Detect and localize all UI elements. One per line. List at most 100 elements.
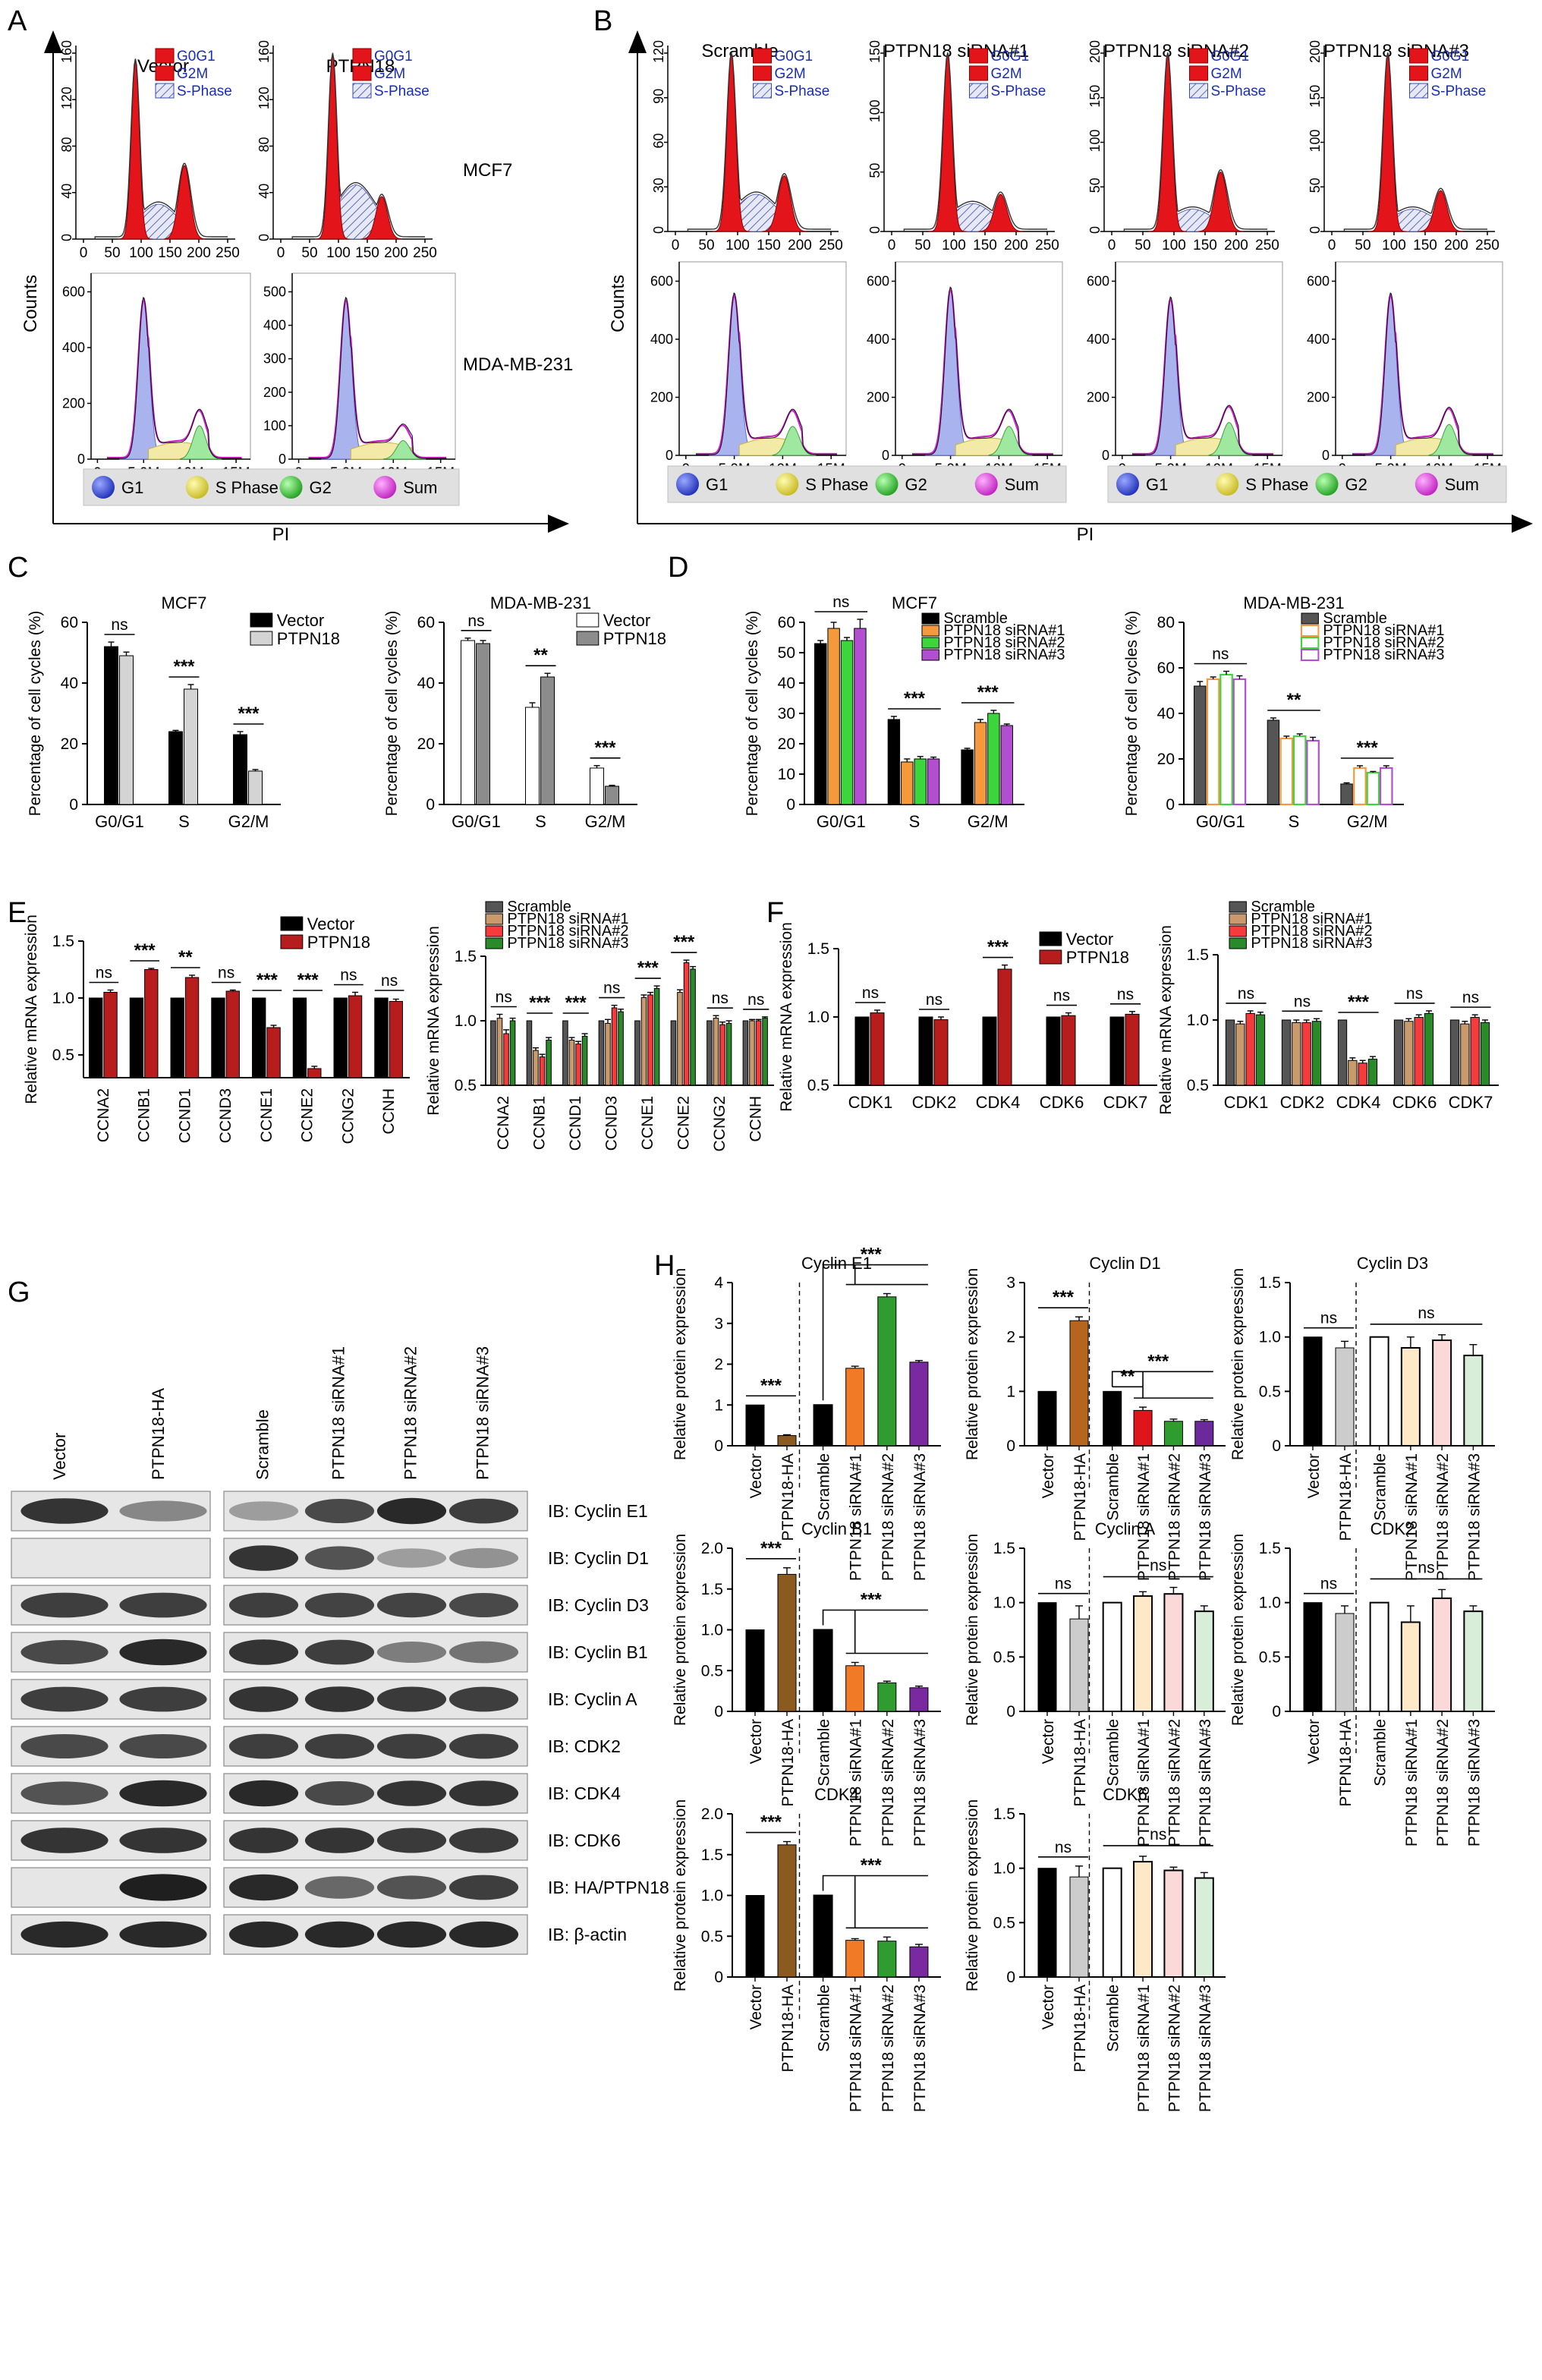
F2-sig-label: ns [1294, 993, 1311, 1010]
a-bot-legend-label: Sum [403, 478, 437, 497]
C2-ytick-label: 20 [417, 735, 435, 753]
F2-bar [1414, 1017, 1424, 1086]
H5-xtick-label: Vector [1040, 1719, 1057, 1765]
D1-legend-swatch [921, 612, 939, 625]
E2-sig-label: *** [637, 958, 659, 978]
D2-legend-swatch [1301, 637, 1320, 649]
H5-xtick-label: PTPN18 siRNA#2 [1166, 1719, 1183, 1846]
H7-bar [777, 1844, 797, 1978]
blot-band [119, 1734, 207, 1758]
D1-legend-swatch [921, 637, 939, 649]
E2-bar [509, 1020, 516, 1086]
b-top-1-data-outline [903, 52, 1047, 231]
D1-legend-label: PTPN18 siRNA#3 [943, 647, 1065, 663]
H6-xtick-label: PTPN18 siRNA#2 [1434, 1719, 1452, 1846]
b-top-0-legend-label: S-Phase [775, 83, 830, 99]
a-bot-ptpn18-ytick-label: 300 [263, 351, 286, 367]
F2-bar [1404, 1021, 1414, 1086]
E2-xtick-label: CCNE1 [639, 1096, 656, 1150]
F1-xtick-label: CDK6 [1040, 1093, 1084, 1112]
blot-band [448, 1733, 519, 1759]
C2-ytick-label: 0 [426, 796, 435, 814]
C1-sig-label: ns [111, 616, 127, 634]
blot-band [304, 1546, 375, 1570]
b-top-3-legend-swatch [1409, 48, 1428, 64]
E2-bar [496, 1018, 503, 1086]
a-bot-ptpn18-ytick-label: 400 [263, 318, 286, 333]
D1-sig-label: *** [904, 688, 926, 709]
a-bot-ptpn18-plot: 010020030040050005.0M10M15M [263, 272, 456, 481]
E2-bar [546, 1040, 552, 1086]
E2-legend-swatch [485, 925, 503, 937]
D2-bar [1340, 783, 1353, 805]
b-bot-2-plot: 020040060005.0M10M15M [1087, 261, 1283, 477]
b-bot-left-legend-label: G2 [905, 475, 927, 494]
a-top-vector-ytick-label: 0 [59, 234, 74, 241]
D1-bar [814, 643, 827, 805]
a-top-ptpn18-data-outline [291, 52, 425, 239]
b-bot-2-ytick-label: 400 [1087, 332, 1109, 347]
E2-sig-label: ns [496, 989, 512, 1006]
E2-sig-label: ns [712, 990, 729, 1007]
chart-H5: 0 0.5 1.0 1.5 Cyclin A Relative protein expre… [964, 1519, 1226, 1846]
H6-ytick-label: 1.0 [1259, 1595, 1281, 1612]
a-bot-vector-sum-line [107, 298, 242, 459]
F2-xtick-label: CDK4 [1336, 1093, 1381, 1112]
C2-bar [590, 767, 604, 805]
b-bot-3-g2-area [1428, 423, 1473, 456]
H4-bar [813, 1629, 833, 1712]
blot-row-label: IB: β-actin [548, 1925, 627, 1944]
H3-ytick-label: 0 [1272, 1437, 1281, 1455]
H6-bar [1432, 1597, 1452, 1713]
b-top-2-ytick-label: 200 [1087, 40, 1103, 63]
D1-legend-label: Scramble [943, 610, 1007, 627]
F1-bar [854, 1016, 870, 1086]
b-top-2-legend-label: G0G1 [1211, 49, 1250, 65]
C1-sig-label: *** [173, 656, 195, 677]
blot-band [119, 1828, 207, 1853]
E1-legend-label: Vector [307, 915, 354, 933]
F1-bar [1109, 1016, 1125, 1086]
H7-xtick-label: PTPN18 siRNA#2 [880, 1985, 897, 2112]
a-top-vector-xtick-label: 100 [129, 245, 153, 261]
blot-band [448, 1593, 519, 1617]
b-bot-3-ytick-label: 400 [1307, 332, 1330, 347]
C1-xtick-label: G2/M [228, 812, 269, 831]
F2-legend-swatch [1229, 925, 1247, 937]
blot-row-label: IB: Cyclin B1 [548, 1642, 648, 1662]
H4-bar [909, 1687, 929, 1712]
H1-ytick-label: 4 [714, 1274, 723, 1292]
b-top-2-ytick-label: 0 [1087, 226, 1103, 234]
F2-ytick-label: 1.0 [1187, 1012, 1209, 1029]
E2-bar [618, 1011, 624, 1086]
H3-title: Cyclin D3 [1357, 1254, 1428, 1273]
H3-bar [1463, 1355, 1484, 1447]
blot-band [119, 1592, 207, 1618]
F2-bar [1449, 1019, 1460, 1086]
panel-label-d: D [668, 552, 688, 584]
b-bot-right-legend-dot [1315, 473, 1339, 496]
E1-xtick-label: CCNH [380, 1088, 398, 1135]
a-top-vector-xtick-label: 150 [158, 245, 182, 261]
F2-bar [1348, 1059, 1358, 1086]
D2-bar [1206, 678, 1220, 806]
E1-xtick-label: CCNB1 [136, 1088, 153, 1142]
D1-bar [901, 761, 914, 805]
H1-ytick-label: 3 [714, 1315, 723, 1333]
H7-ylabel: Relative protein expression [672, 1799, 689, 1991]
H3-xtick-label: PTPN18 siRNA#2 [1434, 1453, 1452, 1581]
blot-band [304, 1592, 375, 1618]
D1-bar [987, 713, 1000, 805]
b-top-2-g0g1-peak [1148, 53, 1187, 232]
blot-band [228, 1733, 299, 1759]
a-top-vector-g2m-peak [163, 165, 206, 240]
b-bot-1-data-line [912, 286, 1054, 455]
F2-bar [1424, 1012, 1434, 1086]
F2-legend-swatch [1229, 901, 1247, 913]
a-top-vector-legend-swatch [155, 48, 175, 64]
C2-bar [461, 640, 475, 805]
H1-xtick-label: PTPN18 siRNA#2 [880, 1453, 897, 1581]
H6-xtick-label: PTPN18 siRNA#1 [1403, 1719, 1421, 1846]
blot-band [376, 1921, 447, 1948]
